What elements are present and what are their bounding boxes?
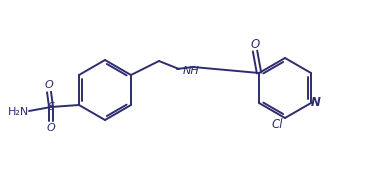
Text: O: O <box>250 37 260 50</box>
Text: NH: NH <box>183 66 200 76</box>
Text: H₂N: H₂N <box>7 107 29 117</box>
Text: O: O <box>47 123 56 133</box>
Text: N: N <box>311 96 321 109</box>
Text: O: O <box>45 80 53 90</box>
Text: S: S <box>47 102 54 112</box>
Text: Cl: Cl <box>271 117 283 130</box>
